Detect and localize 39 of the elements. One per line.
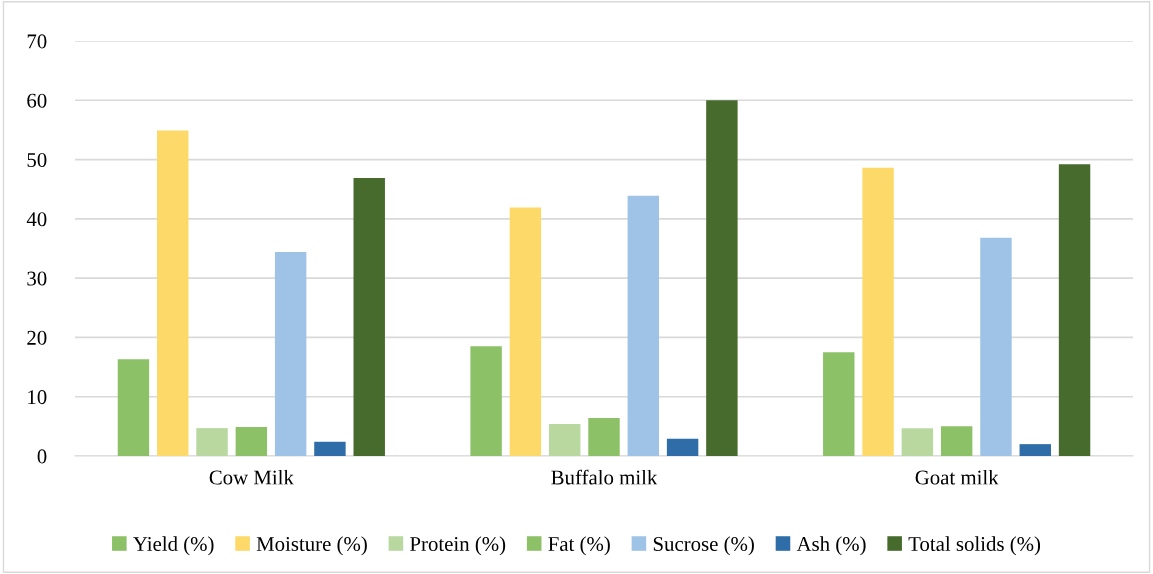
y-tick-label: 70 [27, 34, 47, 49]
bar [588, 418, 620, 456]
bar [548, 423, 581, 456]
x-tick-label: Buffalo milk [551, 469, 658, 485]
bar [940, 426, 973, 456]
y-tick-label: 10 [28, 390, 47, 405]
x-tick-label: Goat milk [915, 469, 999, 485]
legend-label: Total solids (%) [908, 536, 1041, 556]
y-tick-label: 60 [27, 93, 47, 108]
bar [901, 428, 934, 456]
legend-label: Sucrose (%) [653, 536, 754, 556]
bar [117, 359, 150, 456]
bar [1019, 444, 1051, 456]
bar [235, 426, 268, 456]
bar [314, 441, 346, 456]
bar [157, 130, 189, 456]
y-tick-label: 20 [27, 330, 47, 345]
y-tick-label: 0 [37, 449, 47, 464]
bar [1058, 164, 1091, 456]
legend-label: Moisture (%) [256, 536, 367, 556]
y-tick-label: 40 [26, 212, 47, 227]
bar [470, 346, 502, 456]
bar [509, 207, 542, 456]
bar [980, 237, 1012, 456]
y-tick-label: 50 [27, 152, 47, 167]
bar [706, 100, 738, 456]
bar [862, 167, 894, 456]
x-tick-label: Cow Milk [209, 469, 294, 485]
bar [196, 428, 228, 456]
bar [823, 352, 855, 456]
bar [666, 438, 699, 456]
bar [627, 195, 660, 456]
legend-label: Protein (%) [410, 536, 506, 556]
legend-label: Fat (%) [548, 536, 610, 556]
legend-label: Yield (%) [133, 536, 214, 556]
y-tick-label: 30 [27, 271, 47, 286]
legend-label: Ash (%) [796, 536, 866, 556]
bar [353, 177, 385, 456]
bar [274, 252, 307, 456]
